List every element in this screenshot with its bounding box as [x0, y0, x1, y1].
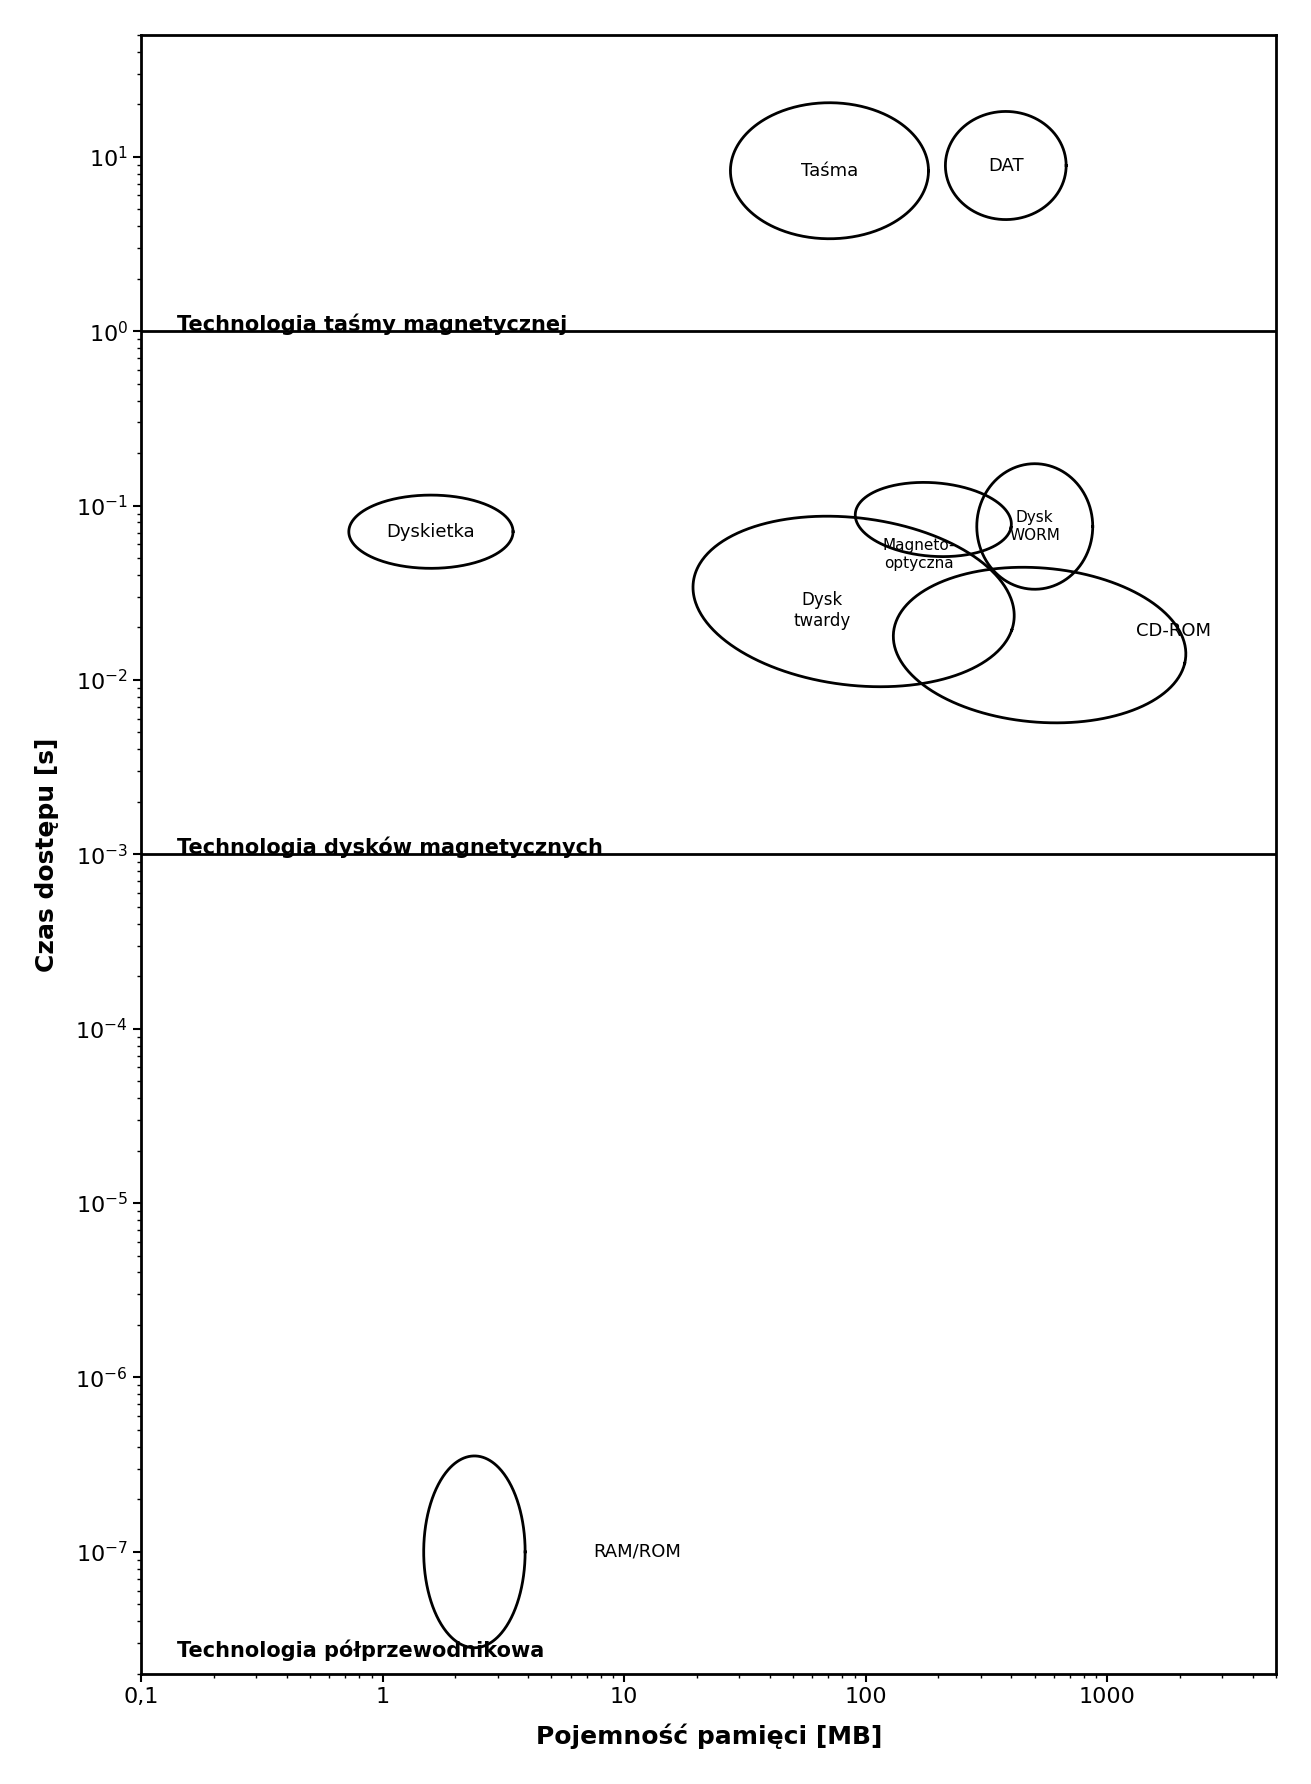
- Text: Magneto-
optyczna: Magneto- optyczna: [882, 539, 956, 571]
- Text: Technologia taśmy magnetycznej: Technologia taśmy magnetycznej: [177, 314, 568, 335]
- Text: Taśma: Taśma: [801, 162, 859, 180]
- Text: Dyskietka: Dyskietka: [387, 523, 476, 541]
- Text: Dysk
WORM: Dysk WORM: [1009, 510, 1061, 542]
- Text: RAM/ROM: RAM/ROM: [593, 1543, 680, 1561]
- Text: DAT: DAT: [988, 157, 1024, 175]
- Y-axis label: Czas dostępu [s]: Czas dostępu [s]: [34, 737, 59, 972]
- X-axis label: Pojemność pamięci [MB]: Pojemność pamięci [MB]: [535, 1723, 882, 1750]
- Text: Technologia dysków magnetycznych: Technologia dysków magnetycznych: [177, 837, 603, 858]
- Text: Dysk
twardy: Dysk twardy: [793, 591, 851, 630]
- Text: CD-ROM: CD-ROM: [1137, 623, 1211, 640]
- Text: Technologia półprzewodnikowa: Technologia półprzewodnikowa: [177, 1639, 544, 1661]
